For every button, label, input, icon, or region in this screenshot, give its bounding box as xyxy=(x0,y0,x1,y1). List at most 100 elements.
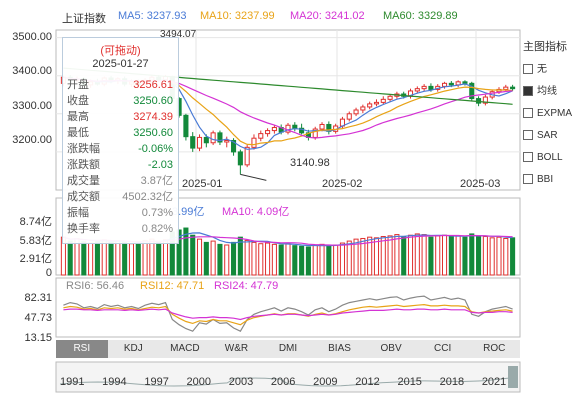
volume-bar xyxy=(217,243,223,276)
candle-body xyxy=(224,139,230,143)
indicator-tab[interactable]: CCI xyxy=(434,343,452,354)
year-navigator[interactable]: 1991 1994 1997 2000 2003 2006 2009 2012 2015 2018… xyxy=(56,362,520,392)
tooltip-row: 最低 3250.60 xyxy=(67,126,173,140)
indicator-tab[interactable]: BIAS xyxy=(328,343,351,354)
indicator-option[interactable]: 无 xyxy=(523,63,547,77)
volume-bar xyxy=(237,236,243,276)
volume-bar xyxy=(88,242,94,276)
rsi-tick-mid: 47.73 xyxy=(24,312,52,324)
year-label: 2009 xyxy=(313,376,338,388)
tooltip-row-value: 3256.61 xyxy=(133,79,173,91)
volume-bar xyxy=(489,237,495,276)
volume-bar xyxy=(401,236,407,276)
checkbox-icon[interactable] xyxy=(523,86,533,97)
tooltip-row: 成交量 3.87亿 xyxy=(67,174,173,188)
tooltip-row-label: 涨跌幅 xyxy=(67,143,100,155)
checkbox-icon[interactable] xyxy=(523,130,533,141)
volume-bar xyxy=(319,243,325,276)
indicator-option[interactable]: BOLL xyxy=(523,151,563,165)
indicator-option[interactable]: BBI xyxy=(523,173,553,187)
volume-bar xyxy=(149,238,155,276)
volume-bar xyxy=(353,238,359,276)
rsi6-line xyxy=(63,295,513,332)
ohlc-tooltip[interactable]: (可拖动) 2025-01-27 开盘 3256.61 收盘 3250.60 最高 327… xyxy=(62,37,179,244)
vol-tick-2: 5.83亿 xyxy=(19,235,52,247)
ma20-value: MA20: 3241.02 xyxy=(290,10,365,22)
candle-body xyxy=(428,85,434,90)
candle-body xyxy=(231,139,237,153)
indicator-tab[interactable]: KDJ xyxy=(123,343,143,354)
volume-bar xyxy=(441,234,448,276)
volume-bar xyxy=(476,235,482,276)
indicator-option-label: SAR xyxy=(537,130,558,141)
price-tick-3300: 3300.00 xyxy=(12,100,52,112)
tooltip-drag-hint: (可拖动) xyxy=(100,45,141,57)
indicator-option[interactable]: 均线 xyxy=(523,85,557,99)
indicator-tab[interactable]: ROC xyxy=(483,343,506,354)
indicator-option-label: BOLL xyxy=(537,152,563,163)
ma5-value: MA5: 3237.93 xyxy=(118,10,187,22)
indicator-option[interactable]: EXPMA xyxy=(523,107,572,121)
volume-bar xyxy=(380,236,386,276)
volume-bar xyxy=(339,242,345,276)
candle-body xyxy=(319,123,325,130)
indicator-tab[interactable]: MACD xyxy=(170,343,200,354)
tooltip-row-label: 成交量 xyxy=(67,175,100,187)
candle-body xyxy=(258,133,264,139)
candle-body xyxy=(373,101,380,105)
volume-bar xyxy=(373,237,380,276)
tooltip-row: 涨跌幅 -0.06% xyxy=(67,142,173,156)
checkbox-icon[interactable] xyxy=(523,174,533,185)
volume-bar xyxy=(299,245,305,276)
volume-bar xyxy=(469,233,475,276)
indicator-option[interactable]: SAR xyxy=(523,129,558,143)
year-label: 2003 xyxy=(228,376,254,388)
date-label-2: 2025-02 xyxy=(322,178,363,190)
volume-bar xyxy=(421,234,427,276)
rsi24-value: RSI24: 47.79 xyxy=(214,280,279,292)
volume-bar xyxy=(67,240,73,276)
price-top-partial: 3494.07 xyxy=(160,29,197,40)
checkbox-icon[interactable] xyxy=(523,152,533,163)
tooltip-row-value: 0.73% xyxy=(141,207,173,219)
volume-bar xyxy=(122,241,128,276)
indicator-tab[interactable]: OBV xyxy=(380,343,402,354)
tooltip-row-label: 成交额 xyxy=(67,191,100,203)
candle-body xyxy=(346,113,352,120)
volume-bar xyxy=(278,244,284,276)
year-label: 2006 xyxy=(270,376,296,388)
volume-bar xyxy=(285,243,291,276)
indicator-tab[interactable]: W&R xyxy=(224,343,249,354)
volume-bar xyxy=(387,235,393,276)
indicator-option-label: EXPMA xyxy=(537,108,573,119)
indicator-tab[interactable]: DMI xyxy=(278,343,298,354)
volume-bar xyxy=(231,241,237,276)
volume-bar xyxy=(94,239,100,276)
indicator-tab[interactable]: RSI xyxy=(56,340,108,358)
min-price-label: 3140.98 xyxy=(290,157,330,169)
candle-body xyxy=(190,136,196,149)
tooltip-row-label: 最高 xyxy=(67,111,89,123)
date-label-3: 2025-03 xyxy=(460,178,501,190)
volume-bar xyxy=(394,234,400,276)
candle-body xyxy=(203,136,209,144)
vol-tick-top: 8.74亿 xyxy=(19,216,52,228)
rsi12-value: RSI12: 47.71 xyxy=(140,280,205,292)
price-tick-3200: 3200.00 xyxy=(12,134,52,146)
candle-body xyxy=(196,136,203,149)
volume-bar xyxy=(367,236,373,276)
checkbox-icon[interactable] xyxy=(523,64,533,75)
volume-bar xyxy=(435,235,441,276)
volume-bar xyxy=(244,239,250,276)
range-handle[interactable] xyxy=(508,366,518,388)
tooltip-row-value: -2.03 xyxy=(147,159,173,171)
candle-body xyxy=(421,85,427,90)
year-label: 2000 xyxy=(186,376,212,388)
tooltip-date: 2025-01-27 xyxy=(92,58,149,70)
checkbox-icon[interactable] xyxy=(523,108,533,119)
year-navigator-frame xyxy=(55,361,521,393)
tooltip-row-value: 3250.60 xyxy=(133,127,173,139)
price-tick-3400: 3400.00 xyxy=(12,65,52,77)
candle-body xyxy=(292,124,298,129)
